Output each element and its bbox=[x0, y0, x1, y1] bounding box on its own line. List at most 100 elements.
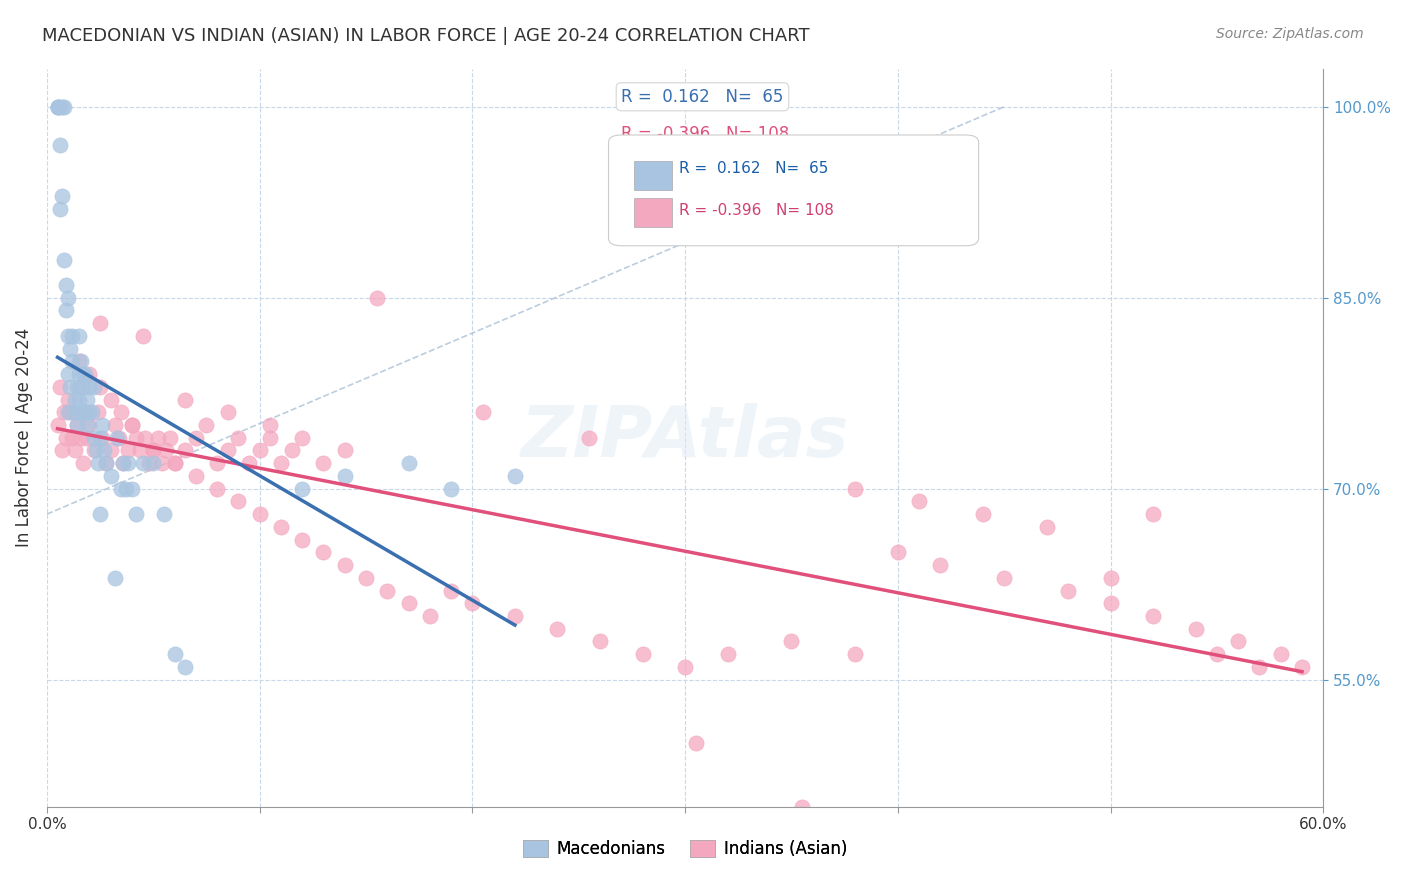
Point bbox=[79, 380, 101, 394]
Point bbox=[104, 417, 127, 432]
Point bbox=[70, 354, 93, 368]
Point bbox=[46, 100, 69, 114]
Point bbox=[291, 431, 314, 445]
Point bbox=[184, 431, 207, 445]
Point bbox=[673, 660, 696, 674]
Point bbox=[1249, 660, 1271, 674]
Point bbox=[62, 329, 84, 343]
Point bbox=[1184, 622, 1206, 636]
Point bbox=[163, 456, 186, 470]
Point bbox=[121, 417, 143, 432]
Point bbox=[72, 367, 94, 381]
Point bbox=[48, 202, 70, 216]
Point bbox=[375, 583, 398, 598]
Point bbox=[75, 405, 97, 419]
Point bbox=[366, 291, 388, 305]
Point bbox=[780, 634, 803, 648]
Point bbox=[333, 443, 356, 458]
Point bbox=[184, 469, 207, 483]
Point bbox=[1206, 647, 1229, 661]
Point bbox=[125, 507, 148, 521]
Point bbox=[589, 634, 612, 648]
Point bbox=[887, 545, 910, 559]
Point bbox=[67, 367, 90, 381]
Point bbox=[114, 482, 136, 496]
Point bbox=[89, 316, 111, 330]
Point bbox=[790, 800, 813, 814]
Point bbox=[79, 417, 101, 432]
Point bbox=[291, 482, 314, 496]
Point bbox=[79, 405, 101, 419]
Point bbox=[51, 443, 73, 458]
Point bbox=[259, 417, 281, 432]
Point bbox=[83, 431, 105, 445]
Point bbox=[59, 342, 82, 356]
Point bbox=[440, 482, 463, 496]
Point bbox=[72, 380, 94, 394]
Point bbox=[844, 482, 866, 496]
Point bbox=[174, 392, 197, 407]
Point bbox=[503, 469, 526, 483]
Point bbox=[503, 609, 526, 624]
Point bbox=[929, 558, 952, 572]
Point bbox=[80, 405, 103, 419]
Point bbox=[398, 456, 420, 470]
Point bbox=[76, 417, 98, 432]
Point bbox=[89, 431, 111, 445]
Point bbox=[76, 431, 98, 445]
Point bbox=[63, 405, 86, 419]
Point bbox=[228, 494, 250, 508]
Point bbox=[131, 456, 153, 470]
Point bbox=[62, 354, 84, 368]
Point bbox=[89, 380, 111, 394]
Point bbox=[685, 736, 707, 750]
Point bbox=[159, 431, 181, 445]
Point bbox=[138, 456, 160, 470]
Point bbox=[150, 456, 173, 470]
Point bbox=[55, 277, 77, 292]
Point bbox=[87, 405, 110, 419]
Point bbox=[280, 443, 302, 458]
Text: R =  0.162   N=  65: R = 0.162 N= 65 bbox=[621, 87, 783, 106]
Point bbox=[96, 456, 118, 470]
Point bbox=[472, 405, 495, 419]
FancyBboxPatch shape bbox=[634, 161, 672, 190]
Text: Source: ZipAtlas.com: Source: ZipAtlas.com bbox=[1216, 27, 1364, 41]
Point bbox=[270, 520, 292, 534]
Point bbox=[717, 647, 740, 661]
Point bbox=[993, 571, 1015, 585]
Point bbox=[67, 380, 90, 394]
Point bbox=[76, 392, 98, 407]
Legend: Macedonians, Indians (Asian): Macedonians, Indians (Asian) bbox=[516, 834, 853, 865]
Point bbox=[84, 443, 107, 458]
FancyBboxPatch shape bbox=[609, 135, 979, 246]
Point bbox=[56, 291, 79, 305]
Point bbox=[195, 417, 218, 432]
Point bbox=[100, 469, 122, 483]
Point bbox=[55, 303, 77, 318]
Point bbox=[117, 456, 139, 470]
Point bbox=[1099, 571, 1122, 585]
Point bbox=[83, 380, 105, 394]
Point bbox=[62, 431, 84, 445]
Point bbox=[546, 622, 568, 636]
Point bbox=[174, 443, 197, 458]
Text: ZIPAtlas: ZIPAtlas bbox=[520, 403, 849, 472]
Text: R =  0.162   N=  65: R = 0.162 N= 65 bbox=[679, 161, 828, 176]
Point bbox=[312, 456, 335, 470]
Point bbox=[1142, 609, 1164, 624]
Point bbox=[270, 456, 292, 470]
Point bbox=[91, 417, 114, 432]
Point bbox=[163, 647, 186, 661]
Point bbox=[108, 431, 131, 445]
Point bbox=[217, 405, 239, 419]
Point bbox=[104, 571, 127, 585]
Point bbox=[333, 558, 356, 572]
Point bbox=[66, 380, 89, 394]
Text: R = -0.396   N= 108: R = -0.396 N= 108 bbox=[621, 125, 790, 143]
Point bbox=[153, 507, 176, 521]
Point bbox=[46, 417, 69, 432]
Point bbox=[291, 533, 314, 547]
Point bbox=[121, 482, 143, 496]
Point bbox=[631, 647, 654, 661]
